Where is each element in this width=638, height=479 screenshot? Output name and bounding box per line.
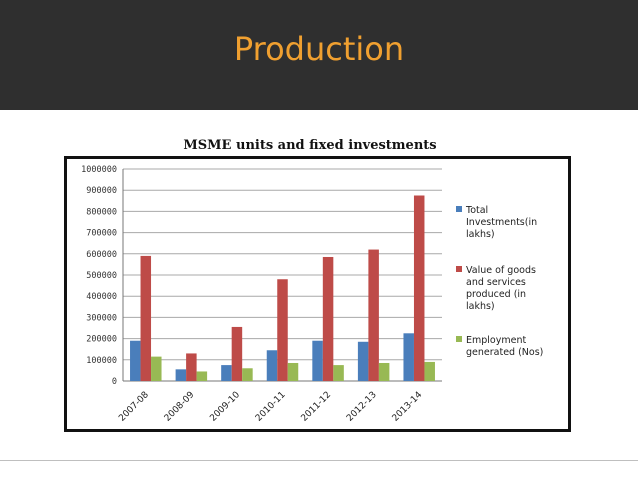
chart-frame: 0 100000 200000 300000 400000 500000 600000 700… [64,156,571,432]
bar-4a7ebb-2007-08 [130,340,141,381]
slide-header: Production [0,0,638,110]
legend-swatch [456,266,462,272]
bar-98b954-2012-13 [378,362,390,381]
bar-chart: 0 100000 200000 300000 400000 500000 600000 700… [81,165,543,424]
bar-be4b48-2007-08 [140,255,152,381]
bar-be4b48-2012-13 [368,249,379,381]
chart-title: MSME units and fixed investments [183,138,437,153]
footer-divider [0,460,638,461]
bar-98b954-2008-09 [196,371,208,381]
bar-98b954-2009-10 [242,368,253,381]
bar-be4b48-2011-12 [322,256,334,381]
x-tick-label: 2011-12 [300,390,334,424]
bar-4a7ebb-2013-14 [403,333,414,381]
x-tick-label: 2013-14 [391,390,425,424]
x-tick-label: 2007-08 [117,390,151,424]
y-tick-label: 100000 [86,356,117,366]
y-tick-label: 500000 [86,271,117,281]
bar-be4b48-2009-10 [231,326,243,381]
y-tick-label: 200000 [86,335,117,345]
bar-4a7ebb-2008-09 [175,369,187,381]
legend-label: Value of goods and services produced (in la… [466,265,536,312]
legend-swatch [456,206,462,212]
bar-98b954-2007-08 [151,356,162,381]
bar-98b954-2010-11 [287,362,299,381]
y-tick-label: 0 [112,377,117,387]
x-tick-label: 2010-11 [254,390,288,424]
bar-be4b48-2010-11 [277,279,288,381]
y-tick-label: 800000 [86,207,117,217]
legend-label: Employment generated (Nos) [466,335,543,358]
bar-4a7ebb-2011-12 [312,340,323,381]
legend-label: Total Investments(in lakhs) [465,205,537,240]
y-tick-label: 400000 [86,292,117,302]
slide-title: Production [233,30,405,68]
y-tick-label: 700000 [86,229,117,239]
y-tick-label: 900000 [86,186,117,196]
legend-swatch [456,336,462,342]
x-tick-label: 2012-13 [345,390,379,424]
y-tick-label: 300000 [86,313,117,323]
bar-be4b48-2013-14 [413,195,425,381]
bar-4a7ebb-2012-13 [357,341,369,381]
y-tick-label: 1000000 [81,165,117,175]
bar-98b954-2011-12 [333,365,344,381]
bar-4a7ebb-2009-10 [221,365,232,381]
bar-98b954-2013-14 [424,361,435,381]
bar-be4b48-2008-09 [186,353,197,381]
y-tick-label: 600000 [86,250,117,260]
x-tick-label: 2008-09 [163,390,197,424]
x-tick-label: 2009-10 [208,390,242,424]
bar-4a7ebb-2010-11 [266,350,278,381]
